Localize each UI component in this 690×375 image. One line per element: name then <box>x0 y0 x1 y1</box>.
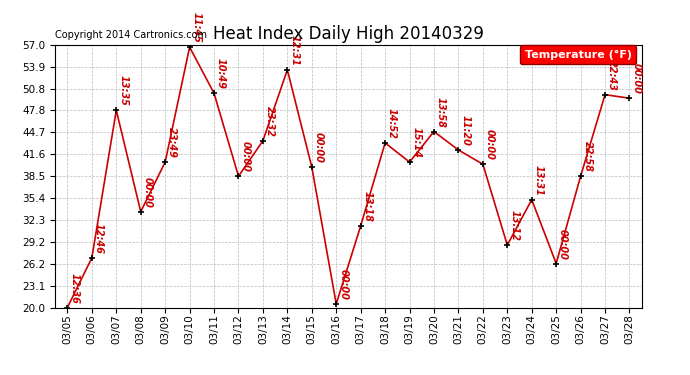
Text: 13:31: 13:31 <box>533 165 544 196</box>
Text: 15:14: 15:14 <box>411 127 422 158</box>
Text: Copyright 2014 Cartronics.com: Copyright 2014 Cartronics.com <box>55 30 207 40</box>
Text: 13:18: 13:18 <box>363 191 373 222</box>
Text: 12:36: 12:36 <box>70 273 79 304</box>
Text: 23:49: 23:49 <box>167 127 177 158</box>
Text: 00:00: 00:00 <box>631 63 642 94</box>
Text: 13:58: 13:58 <box>436 97 446 128</box>
Text: 00:00: 00:00 <box>485 129 495 160</box>
Title: Heat Index Daily High 20140329: Heat Index Daily High 20140329 <box>213 26 484 44</box>
Text: 22:58: 22:58 <box>582 141 593 172</box>
Text: 11:45: 11:45 <box>192 12 201 43</box>
Text: 00:00: 00:00 <box>240 141 250 172</box>
Legend: Temperature (°F): Temperature (°F) <box>520 45 636 64</box>
Text: 13:12: 13:12 <box>509 210 520 241</box>
Text: 00:00: 00:00 <box>314 132 324 163</box>
Text: 00:00: 00:00 <box>558 229 568 260</box>
Text: 11:20: 11:20 <box>460 115 471 146</box>
Text: 12:46: 12:46 <box>94 223 104 254</box>
Text: 22:43: 22:43 <box>607 60 617 91</box>
Text: 00:00: 00:00 <box>338 269 348 300</box>
Text: 23:32: 23:32 <box>265 106 275 137</box>
Text: 12:31: 12:31 <box>289 35 299 66</box>
Text: 10:49: 10:49 <box>216 58 226 89</box>
Text: 13:35: 13:35 <box>118 75 128 106</box>
Text: 14:52: 14:52 <box>387 108 397 139</box>
Text: 00:00: 00:00 <box>143 177 152 208</box>
